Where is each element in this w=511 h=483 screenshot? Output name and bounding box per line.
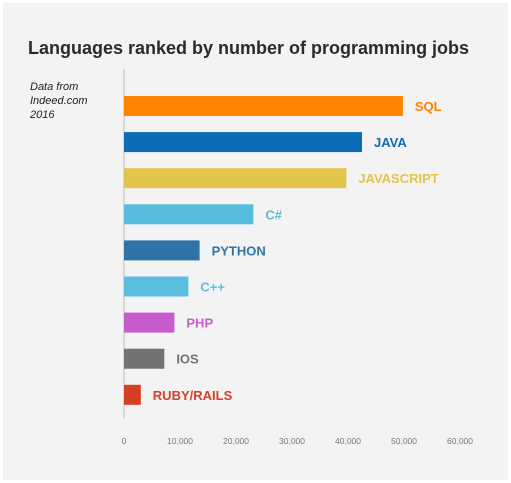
source-line-3: 2016 — [30, 109, 55, 121]
chart-card — [3, 3, 508, 480]
bar-java — [124, 132, 362, 153]
bar-label-ios: IOS — [176, 352, 199, 367]
bar-python — [124, 240, 200, 261]
x-axis-ticks: 0 10,000 20,000 30,000 40,000 50,000 60,000 — [122, 436, 474, 446]
bar-php — [124, 312, 175, 333]
chart-title: Languages ranked by number of programmin… — [28, 38, 470, 58]
bar-label-c-: C++ — [200, 280, 225, 295]
bar-label-python: PYTHON — [212, 243, 266, 258]
bar-label-c-: C# — [265, 207, 282, 222]
x-tick-label: 10,000 — [167, 436, 193, 446]
bar-label-java: JAVA — [374, 135, 407, 150]
bar-sql — [124, 96, 403, 116]
x-tick-label: 0 — [122, 436, 127, 446]
x-tick-label: 40,000 — [335, 436, 361, 446]
bar-ruby-rails — [124, 384, 141, 405]
bar-c- — [124, 204, 254, 225]
bars-group: SQL JAVA JAVASCRIPT C# PYTHON C++ PHP IOS RUBY/R… — [124, 96, 442, 405]
source-line-1: Data from — [30, 81, 79, 93]
bar-label-sql: SQL — [415, 99, 442, 114]
bar-label-php: PHP — [186, 316, 213, 331]
x-tick-label: 60,000 — [447, 436, 473, 446]
x-tick-label: 20,000 — [223, 436, 249, 446]
bar-label-javascript: JAVASCRIPT — [358, 171, 438, 186]
source-line-2: Indeed.com — [30, 95, 88, 107]
bar-ios — [124, 348, 165, 369]
bar-javascript — [124, 168, 347, 189]
bar-c- — [124, 276, 189, 297]
x-tick-label: 50,000 — [391, 436, 417, 446]
x-tick-label: 30,000 — [279, 436, 305, 446]
data-source-note: Data from Indeed.com 2016 — [30, 80, 87, 122]
bar-label-ruby-rails: RUBY/RAILS — [153, 388, 233, 403]
